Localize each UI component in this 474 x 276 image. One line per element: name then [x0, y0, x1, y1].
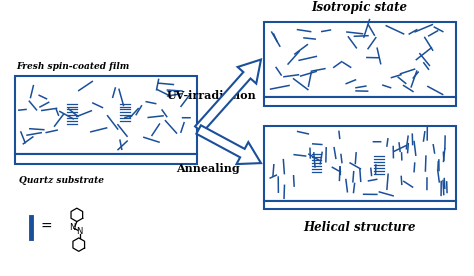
Text: N: N [76, 227, 83, 236]
Bar [264, 22, 456, 97]
Text: Fresh spin-coated film: Fresh spin-coated film [17, 62, 130, 71]
Text: Isotropic state: Isotropic state [312, 1, 408, 14]
Bar [264, 126, 456, 200]
Text: Annealing: Annealing [176, 163, 240, 174]
Text: N: N [69, 223, 75, 232]
Text: UV-irradiation: UV-irradiation [166, 89, 256, 100]
Text: Helical structure: Helical structure [303, 221, 416, 234]
Text: =: = [40, 220, 52, 234]
Text: Quartz substrate: Quartz substrate [19, 176, 104, 185]
Bar [264, 200, 456, 209]
Polygon shape [195, 60, 261, 133]
Bar [15, 76, 197, 155]
Polygon shape [196, 125, 261, 164]
Bar [15, 155, 197, 164]
Bar [264, 97, 456, 105]
